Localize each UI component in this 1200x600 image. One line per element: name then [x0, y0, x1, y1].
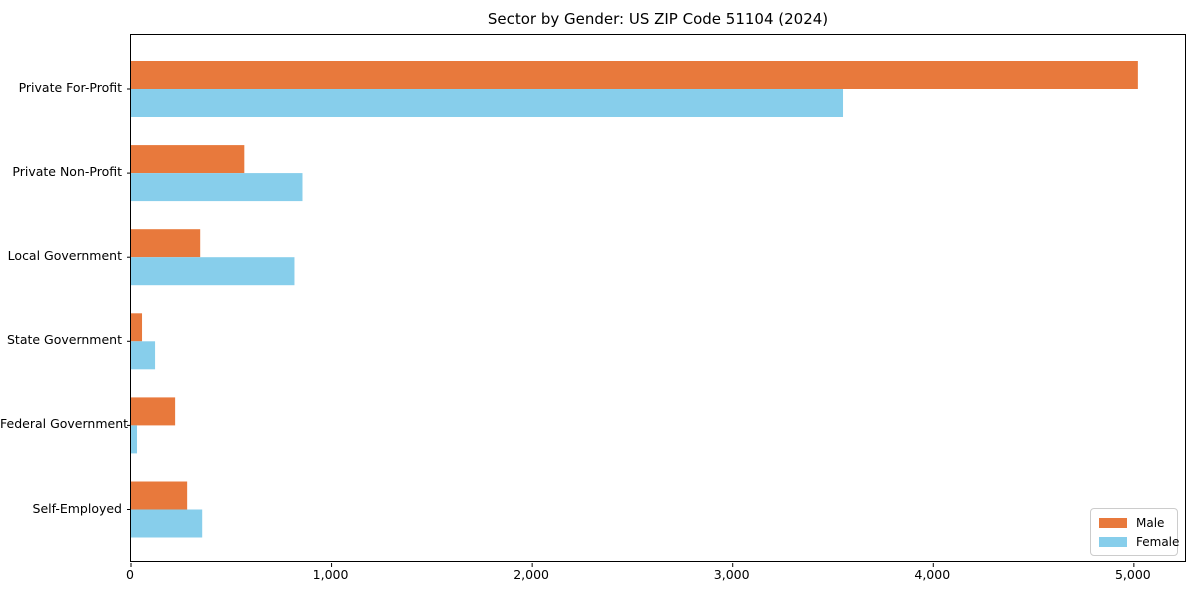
- legend-item-female: Female: [1099, 534, 1179, 550]
- y-axis-label-0: Private For-Profit: [18, 80, 122, 95]
- x-axis-label-1: 1,000: [312, 567, 349, 582]
- legend-swatch-male: [1099, 517, 1127, 528]
- bar-female-2: [131, 257, 295, 286]
- bar-female-5: [131, 509, 203, 538]
- x-axis-label-2: 2,000: [513, 567, 550, 582]
- y-axis-label-5: Self-Employed: [32, 500, 122, 516]
- bar-male-2: [131, 229, 201, 258]
- legend-item-male: Male: [1099, 515, 1169, 531]
- y-axis-label-3: State Government: [6, 332, 122, 348]
- bars-canvas: [127, 61, 1138, 567]
- legend: Male Female: [1090, 508, 1179, 556]
- bar-female-1: [131, 173, 303, 202]
- plot-area: [127, 34, 1186, 567]
- bar-female-4: [131, 425, 138, 454]
- legend-label-male: Male: [1136, 515, 1165, 530]
- bar-male-5: [131, 481, 188, 510]
- y-axis-label-4: Federal Government: [0, 416, 129, 432]
- x-axis-label-0: 0: [126, 567, 134, 582]
- bar-female-3: [131, 341, 156, 370]
- x-axis-label-3: 3,000: [713, 567, 750, 582]
- legend-swatch-female: [1099, 536, 1127, 547]
- x-axis-label-4: 4,000: [914, 567, 951, 582]
- chart-title: Sector by Gender: US ZIP Code 51104 (202…: [487, 10, 829, 28]
- bar-male-0: [131, 61, 1138, 89]
- bar-male-1: [131, 145, 245, 174]
- y-axis-label-2: Local Government: [7, 248, 122, 264]
- legend-label-female: Female: [1136, 534, 1180, 549]
- bar-male-4: [131, 397, 176, 426]
- x-axis-label-5: 5,000: [1114, 567, 1151, 582]
- bar-female-0: [131, 89, 844, 117]
- y-axis-label-1: Private Non-Profit: [12, 164, 122, 180]
- bar-male-3: [131, 313, 143, 342]
